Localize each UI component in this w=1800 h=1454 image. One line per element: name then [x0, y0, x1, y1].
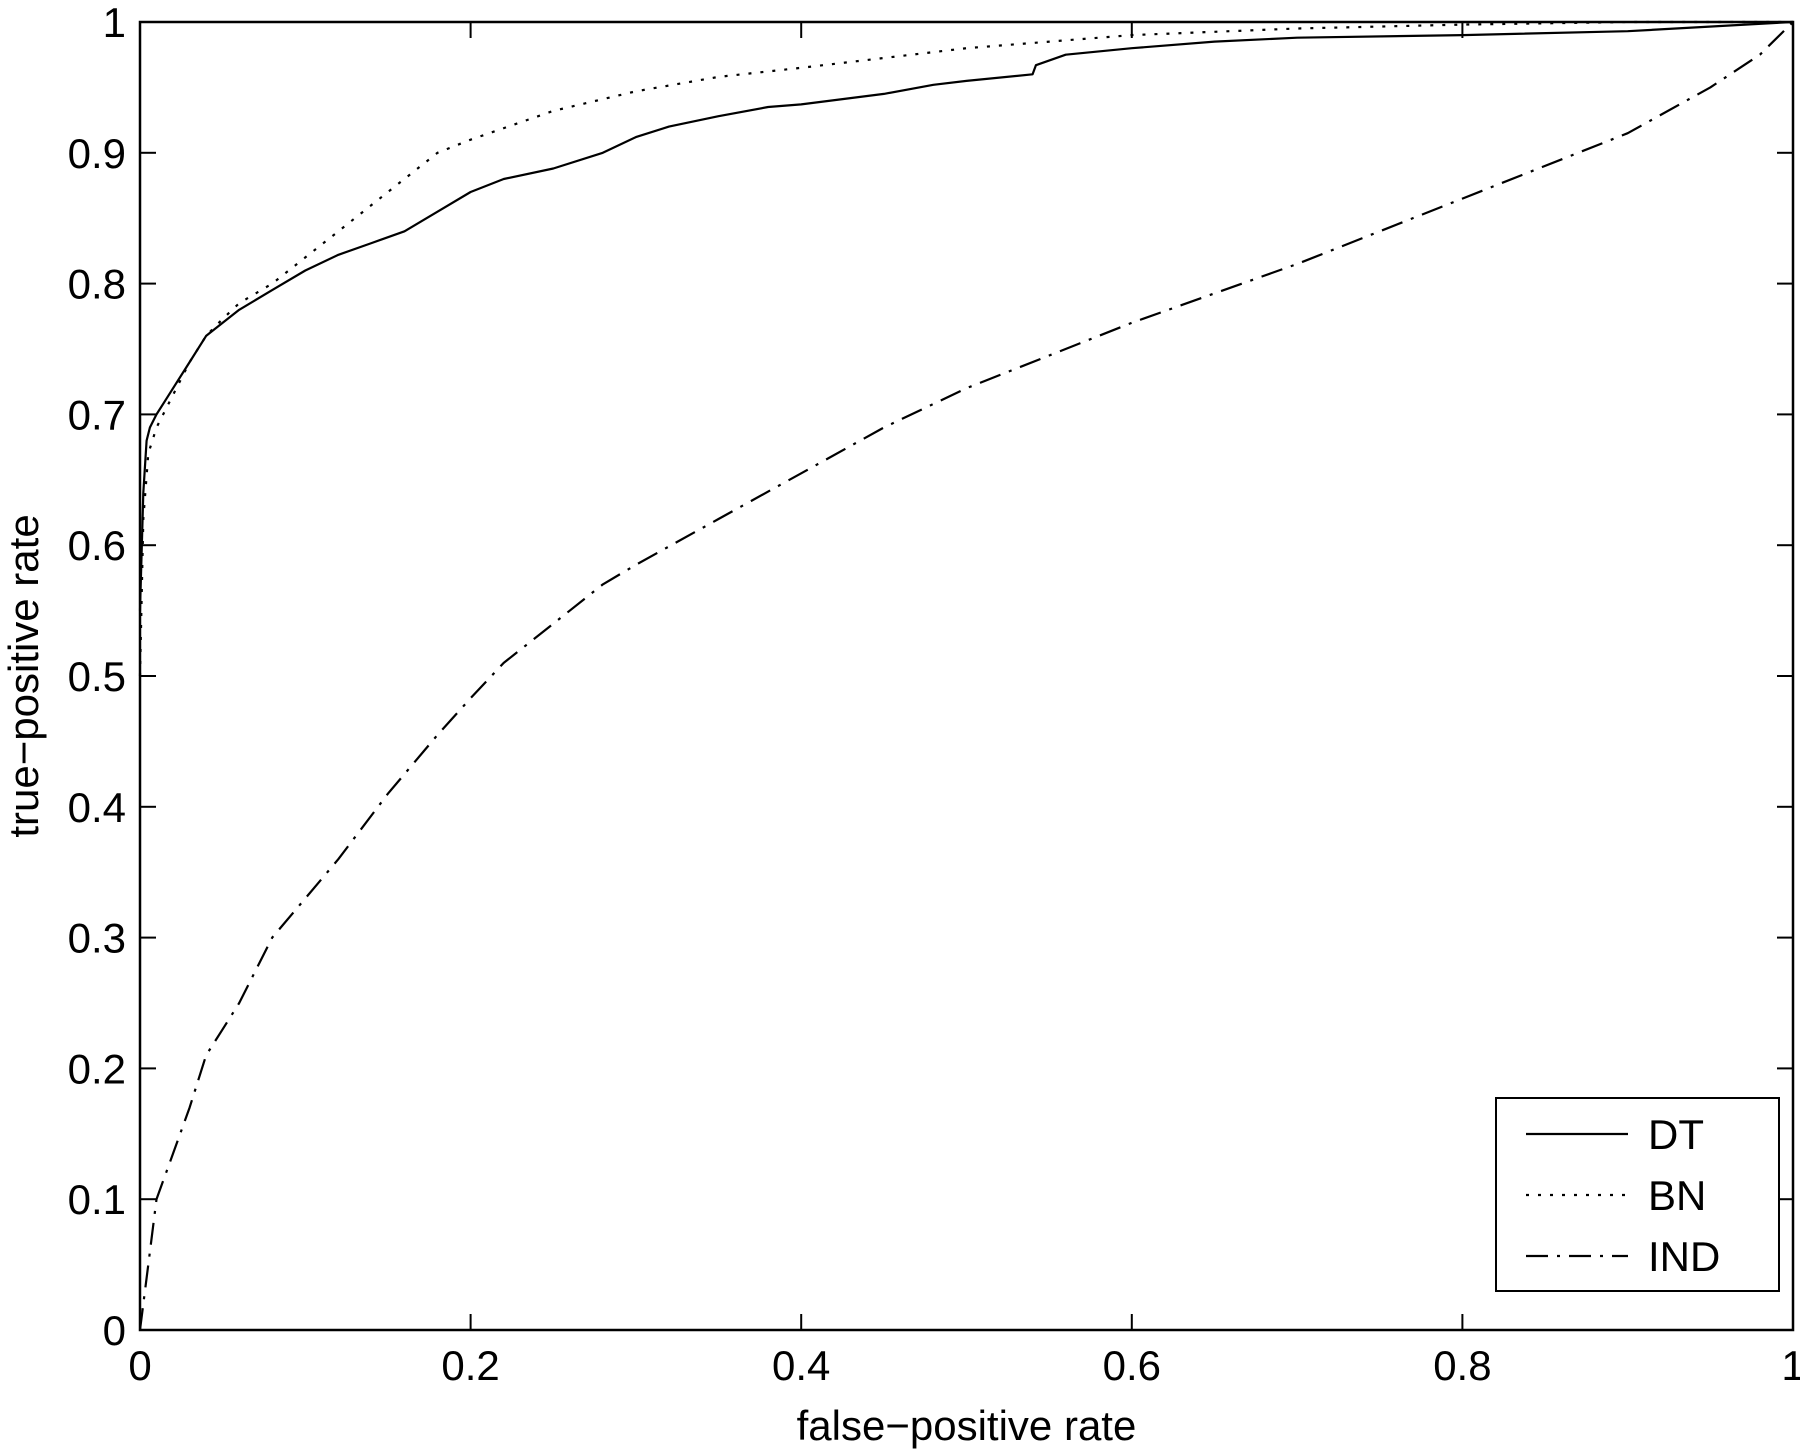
y-tick-label: 0.7	[68, 391, 126, 438]
legend-label-dt: DT	[1648, 1111, 1704, 1158]
legend: DT BN IND	[1495, 1097, 1780, 1292]
y-tick-label: 0.6	[68, 522, 126, 569]
y-tick-label: 0.1	[68, 1176, 126, 1223]
x-tick-label: 1	[1781, 1342, 1800, 1389]
x-axis-label: false−positive rate	[797, 1402, 1137, 1449]
y-tick-label: 0.4	[68, 784, 126, 831]
series-line-ind	[138, 21, 1794, 1331]
y-tick-label: 0.8	[68, 261, 126, 308]
series-line-dt	[138, 20, 1794, 611]
y-tick-label: 1	[103, 0, 126, 46]
y-axis-label: true−positive rate	[0, 514, 47, 837]
x-tick-label: 0.2	[441, 1342, 499, 1389]
x-tick-label: 0.8	[1433, 1342, 1491, 1389]
legend-box	[1495, 1097, 1780, 1292]
y-tick-label: 0.5	[68, 653, 126, 700]
plot-frame	[138, 20, 1795, 1332]
y-tick-label: 0.3	[68, 915, 126, 962]
y-tick-label: 0	[103, 1307, 126, 1354]
legend-label-ind: IND	[1648, 1233, 1720, 1280]
y-tick-label: 0.9	[68, 130, 126, 177]
ticks-layer: 0 0.2 0.4 0.6 0.8 1 0 0.1 0.2 0.3 0.4 0.5 0.6 0.7 0.8 0…	[68, 0, 1800, 1389]
y-tick-label: 0.2	[68, 1045, 126, 1092]
x-tick-label: 0.4	[772, 1342, 830, 1389]
x-tick-label: 0	[128, 1342, 151, 1389]
legend-label-bn: BN	[1648, 1172, 1706, 1219]
x-tick-label: 0.6	[1103, 1342, 1161, 1389]
